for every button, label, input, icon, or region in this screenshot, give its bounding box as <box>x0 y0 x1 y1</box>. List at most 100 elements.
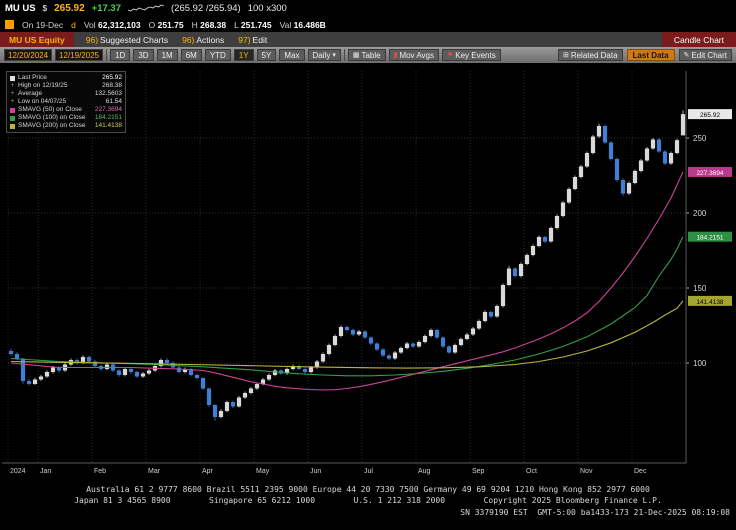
y-axis-label: 200 <box>693 209 707 218</box>
date-from-input[interactable]: 12/20/2024 <box>4 49 53 61</box>
legend-high: + High on 12/19/25 268.38 <box>10 82 122 89</box>
candle-body <box>572 177 578 189</box>
menu-actions[interactable]: 96) Actions <box>182 34 225 45</box>
period-1y-button[interactable]: 1Y <box>233 49 254 61</box>
candle-body <box>38 376 44 380</box>
period-6m-button[interactable]: 6M <box>180 49 202 61</box>
footer-contacts-line1: Australia 61 2 9777 8600 Brazil 5511 239… <box>86 485 650 494</box>
candle-body <box>344 327 350 330</box>
high-value: 268.38 <box>200 19 227 30</box>
candle-body <box>680 114 686 136</box>
candle-body <box>158 360 164 366</box>
candle-body <box>650 139 656 149</box>
x-axis-label: Jan <box>40 468 51 475</box>
period-1m-button[interactable]: 1M <box>156 49 178 61</box>
period-3d-button[interactable]: 3D <box>133 49 154 61</box>
candle-body <box>578 166 584 177</box>
quote-bar: MU US $ 265.92 +17.37 (265.92 /265.94) 1… <box>0 0 736 17</box>
candle-body <box>272 370 278 375</box>
chart-area[interactable]: 100 150 200 250 2024 Jan Feb Mar Apr May Jun Jul Aug… <box>0 63 736 477</box>
candle-body <box>218 411 224 417</box>
menu-suggested-charts[interactable]: 96) Suggested Charts <box>85 34 169 45</box>
ticker-symbol: MU US <box>5 3 36 14</box>
period-max-button[interactable]: Max <box>279 49 305 61</box>
legend-low: + Low on 04/07/25 61.54 <box>10 98 122 105</box>
high-marker: + <box>10 82 15 89</box>
candle-body <box>422 336 428 342</box>
last-price-marker <box>10 75 15 81</box>
candle-body <box>614 159 620 180</box>
chart-toolbar: 12/20/2024 12/19/2025 1D 3D 1M 6M YTD 1Y… <box>0 47 736 63</box>
x-axis-label: Apr <box>202 468 214 475</box>
candle-body <box>188 369 194 375</box>
candle-body <box>80 357 86 363</box>
sma-line <box>10 171 684 391</box>
candle-body <box>26 381 32 384</box>
sma-line <box>10 236 684 377</box>
related-data-button[interactable]: ⊞ Related Data <box>557 49 623 61</box>
candle-body <box>404 343 410 348</box>
key-events-button[interactable]: ⚑ Key Events <box>441 49 501 61</box>
divider <box>106 49 108 61</box>
edit-chart-button[interactable]: ✎ Edit Chart <box>678 49 732 61</box>
session-date: On 19-Dec <box>22 19 64 30</box>
price-chart[interactable]: 100 150 200 250 2024 Jan Feb Mar Apr May Jun Jul Aug… <box>0 63 736 477</box>
legend-smavg50: SMAVG (50) on Close 227.3694 <box>10 106 122 114</box>
x-axis-label: Sep <box>472 468 485 475</box>
candle-body <box>326 345 332 354</box>
sma-line <box>10 300 684 369</box>
candle-body <box>32 379 38 384</box>
smavg200-marker <box>10 123 15 129</box>
x-axis-label: Dec <box>634 468 647 475</box>
candle-body <box>362 331 368 338</box>
delayed-flag: d <box>71 19 76 30</box>
axis-price-badge-text: 227.3694 <box>696 170 723 177</box>
candle-body <box>296 366 302 369</box>
candle-body <box>50 367 56 372</box>
edit-chart-icon: ✎ <box>683 51 690 59</box>
y-axis-label: 250 <box>693 134 707 143</box>
candle-body <box>434 330 440 338</box>
frequency-dropdown[interactable]: Daily ▾ <box>307 49 341 61</box>
legend-average: + Average 132.5603 <box>10 90 122 97</box>
function-menu-bar: MU US Equity 96) Suggested Charts 96) Acti… <box>0 32 736 47</box>
date-to-input[interactable]: 12/19/2025 <box>55 49 104 61</box>
chart-legend: Last Price 265.92 + High on 12/19/25 268.3… <box>6 71 126 133</box>
open-value: 251.75 <box>157 19 184 30</box>
candle-body <box>440 337 446 347</box>
period-5y-button[interactable]: 5Y <box>256 49 277 61</box>
x-axis-label: Feb <box>94 468 106 475</box>
table-icon: ▦ <box>352 51 360 59</box>
candle-body <box>518 264 524 276</box>
candle-body <box>104 364 110 369</box>
candle-body <box>494 306 500 317</box>
footer-session-info: SN 3379190 EST GMT-5:00 ba1433-173 21-De… <box>460 508 730 517</box>
menu-edit[interactable]: 97) Edit <box>238 34 268 45</box>
price-change: +17.37 <box>91 3 121 14</box>
period-1d-button[interactable]: 1D <box>110 49 131 61</box>
high-label: H <box>191 19 198 30</box>
candle-body <box>542 237 548 242</box>
candle-body <box>452 345 458 353</box>
candle-body <box>338 327 344 336</box>
chevron-down-icon: ▾ <box>332 51 336 59</box>
candle-body <box>254 384 260 389</box>
axis-price-badge-text: 265.92 <box>700 112 720 119</box>
period-ytd-button[interactable]: YTD <box>204 49 231 61</box>
candle-body <box>512 268 518 276</box>
last-data-button[interactable]: Last Data <box>626 49 675 61</box>
mov-avgs-button[interactable]: ▮ Mov Avgs <box>388 49 439 61</box>
related-data-icon: ⊞ <box>562 51 569 59</box>
candle-body <box>590 136 596 153</box>
candle-body <box>146 370 152 374</box>
table-button[interactable]: ▦ Table <box>347 49 386 61</box>
candle-body <box>530 246 536 255</box>
candle-body <box>350 330 356 335</box>
candle-body <box>140 373 146 377</box>
candle-body <box>284 369 290 374</box>
low-label: L <box>234 19 239 30</box>
delayed-data-icon <box>5 20 14 29</box>
candle-body <box>122 369 128 375</box>
candle-body <box>566 189 572 203</box>
candle-body <box>410 343 416 347</box>
